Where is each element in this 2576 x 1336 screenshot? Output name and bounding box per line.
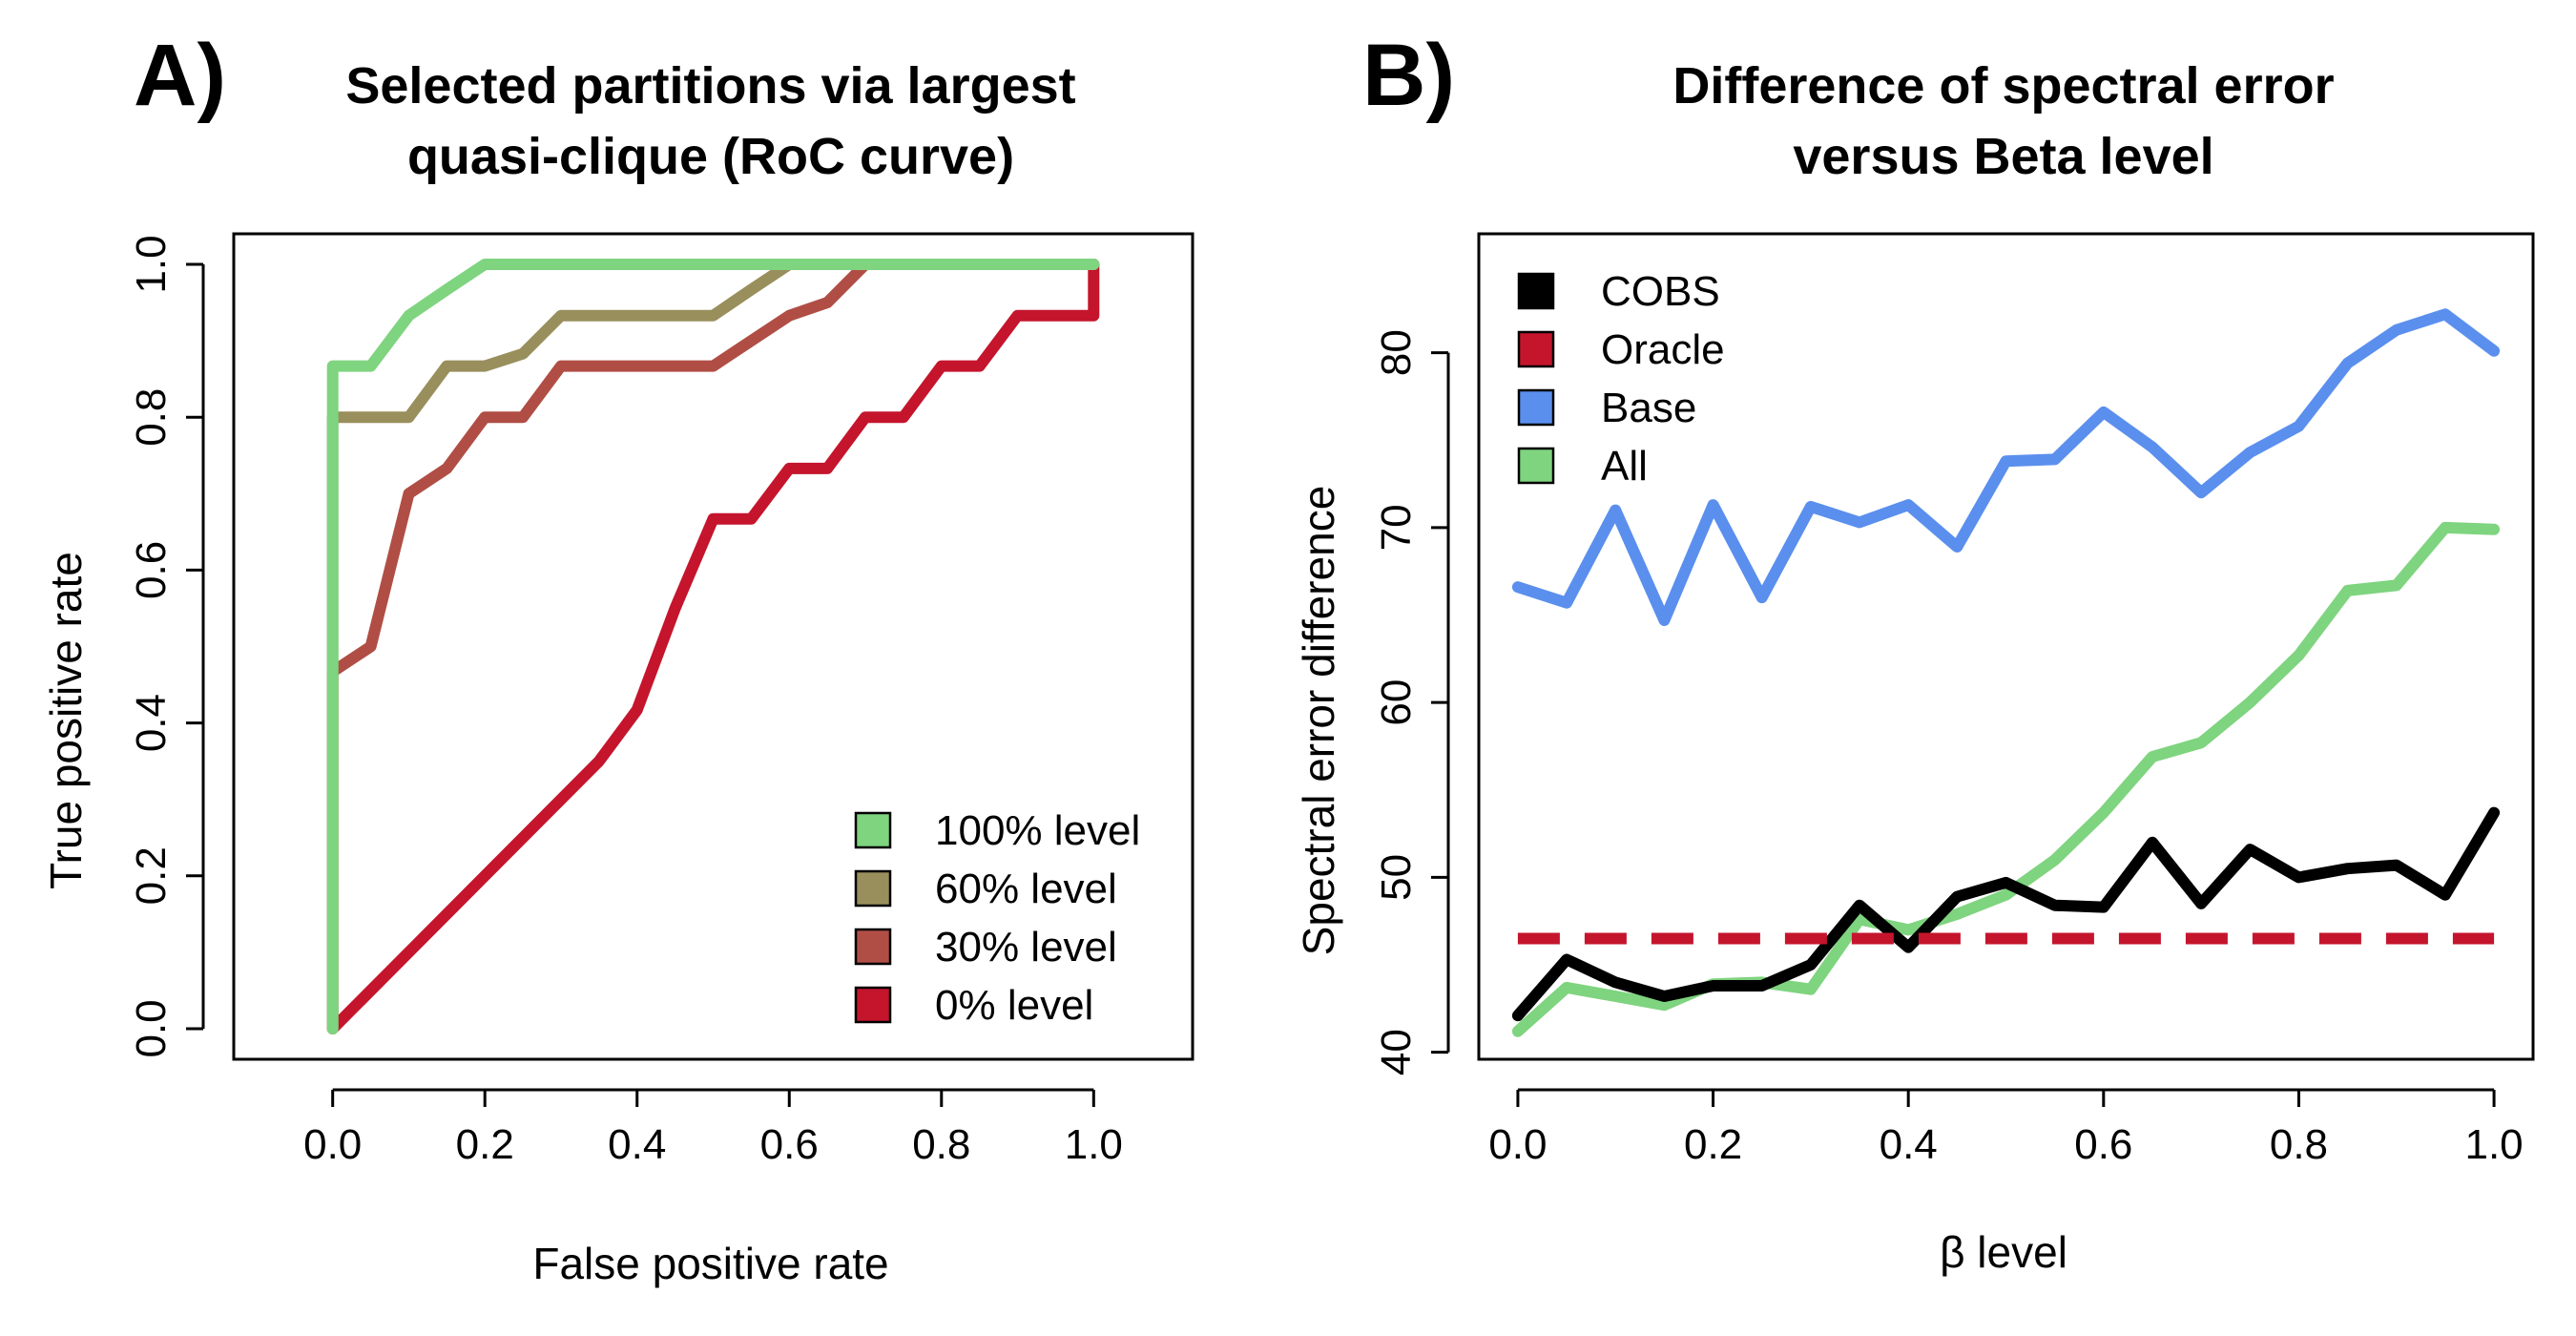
y-tick-label: 1.0 bbox=[128, 235, 175, 293]
x-tick-label: 0.6 bbox=[760, 1121, 819, 1168]
y-axis-label: Spectral error difference bbox=[1294, 486, 1343, 956]
y-tick-label: 0.2 bbox=[128, 846, 175, 905]
x-tick-label: 1.0 bbox=[1065, 1121, 1123, 1168]
x-tick-label: 0.6 bbox=[2074, 1121, 2132, 1168]
x-tick-label: 0.2 bbox=[1684, 1121, 1742, 1168]
panel-label-b: B) bbox=[1362, 27, 1455, 124]
x-tick-label: 0.2 bbox=[456, 1121, 514, 1168]
y-tick-label: 0.4 bbox=[128, 694, 175, 752]
legend-swatch-all bbox=[1517, 447, 1555, 485]
legend-swatch-oracle bbox=[1517, 330, 1555, 368]
x-tick-label: 1.0 bbox=[2464, 1121, 2523, 1168]
legend: 100% level 60% level 30% level 0% level bbox=[854, 807, 1140, 1029]
x-axis-label: False positive rate bbox=[532, 1239, 888, 1288]
x-axis: 0.0 0.2 0.4 0.6 0.8 1.0 bbox=[1488, 1088, 2524, 1168]
legend-label-oracle: Oracle bbox=[1601, 326, 1725, 373]
series-line-100-level bbox=[326, 259, 1100, 1034]
legend-label-30-level: 30% level bbox=[935, 924, 1117, 971]
series-line-cobs bbox=[1511, 806, 2501, 1022]
legend-swatch-100-level bbox=[854, 811, 892, 849]
series-line-0-level bbox=[326, 259, 1100, 1034]
y-tick-label: 60 bbox=[1373, 679, 1420, 726]
series-group bbox=[326, 259, 1100, 1034]
plot-frame bbox=[1477, 232, 2535, 1061]
x-tick-label: 0.4 bbox=[608, 1121, 666, 1168]
y-tick-label: 70 bbox=[1373, 504, 1420, 551]
legend-label-100-level: 100% level bbox=[935, 807, 1140, 854]
x-tick-label: 0.8 bbox=[2270, 1121, 2328, 1168]
chart-title-line-2: quasi-clique (RoC curve) bbox=[407, 128, 1014, 185]
y-tick-label: 40 bbox=[1373, 1029, 1420, 1075]
series-line-all bbox=[1511, 521, 2501, 1037]
legend-swatch-0-level bbox=[854, 986, 892, 1024]
x-tick-label: 0.0 bbox=[303, 1121, 362, 1168]
x-axis-label: β level bbox=[1940, 1227, 2067, 1277]
x-tick-label: 0.4 bbox=[1880, 1121, 1938, 1168]
legend-label-60-level: 60% level bbox=[935, 866, 1117, 912]
series-group bbox=[1511, 308, 2501, 1037]
legend-swatch-base bbox=[1517, 388, 1555, 427]
legend-label-base: Base bbox=[1601, 385, 1696, 431]
chart-title-line-1: Difference of spectral error bbox=[1672, 57, 2334, 115]
panel-a-roc-chart: A) Selected partitions via largest quasi… bbox=[41, 27, 1195, 1288]
series-line-base bbox=[1511, 308, 2501, 626]
x-axis: 0.0 0.2 0.4 0.6 0.8 1.0 bbox=[303, 1088, 1123, 1168]
chart-title-line-2: versus Beta level bbox=[1793, 128, 2213, 185]
legend-swatch-30-level bbox=[854, 928, 892, 966]
plot-frame bbox=[232, 232, 1195, 1061]
legend-label-cobs: COBS bbox=[1601, 268, 1720, 315]
y-tick-label: 0.8 bbox=[128, 388, 175, 447]
y-tick-label: 80 bbox=[1373, 329, 1420, 376]
x-tick-label: 0.8 bbox=[912, 1121, 970, 1168]
y-axis-label: True positive rate bbox=[41, 552, 91, 889]
chart-title-line-1: Selected partitions via largest bbox=[345, 57, 1075, 115]
y-axis: 40 50 60 70 80 bbox=[1373, 329, 1450, 1075]
panel-label-a: A) bbox=[134, 27, 226, 124]
y-tick-label: 0.0 bbox=[128, 999, 175, 1057]
legend-label-all: All bbox=[1601, 443, 1648, 490]
legend: COBS Oracle Base All bbox=[1517, 268, 1725, 490]
legend-label-0-level: 0% level bbox=[935, 982, 1093, 1029]
series-line-60-level bbox=[326, 259, 1100, 1034]
panel-b-spectral-chart: B) Difference of spectral error versus B… bbox=[1294, 27, 2535, 1277]
y-tick-label: 0.6 bbox=[128, 541, 175, 599]
legend-swatch-60-level bbox=[854, 869, 892, 908]
y-tick-label: 50 bbox=[1373, 854, 1420, 901]
legend-swatch-cobs bbox=[1517, 272, 1555, 310]
y-axis: 0.0 0.2 0.4 0.6 0.8 1.0 bbox=[128, 235, 205, 1058]
x-tick-label: 0.0 bbox=[1488, 1121, 1547, 1168]
series-line-30-level bbox=[326, 259, 1100, 1034]
